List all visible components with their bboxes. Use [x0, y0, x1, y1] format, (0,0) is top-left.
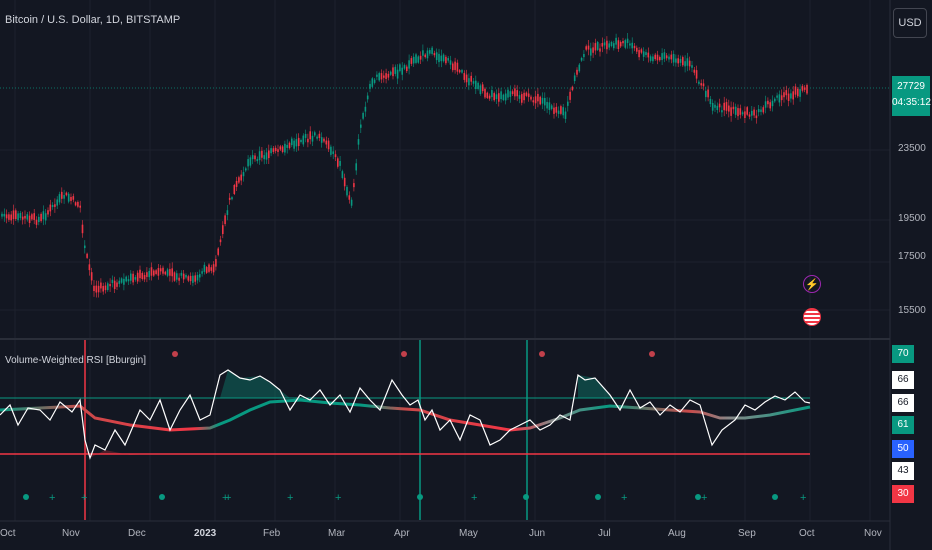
sell-dot	[401, 351, 407, 357]
cross-marker: +	[701, 492, 707, 504]
cross-marker: +	[800, 492, 806, 504]
time-axis-label: Jul	[598, 528, 611, 539]
cross-marker: +	[621, 492, 627, 504]
rsi-line	[0, 369, 811, 460]
price-candles	[1, 33, 808, 298]
rsi-axis-tag: 50	[892, 440, 914, 458]
rsi-axis-tag: 43	[892, 462, 914, 480]
time-axis-label: Mar	[328, 528, 346, 539]
cross-marker: +	[471, 492, 477, 504]
cross-marker: +	[49, 492, 55, 504]
buy-dot	[417, 494, 423, 500]
time-axis-label: Oct	[799, 528, 815, 539]
rsi-pane: + + ++ + + + + + +	[0, 340, 811, 520]
sell-dot	[539, 351, 545, 357]
rsi-axis-tag: 66	[892, 371, 914, 389]
time-axis-label: Dec	[128, 528, 146, 539]
sell-dot	[172, 351, 178, 357]
price-axis-label: 23500	[898, 143, 926, 154]
buy-dot	[695, 494, 701, 500]
buy-dot	[595, 494, 601, 500]
time-axis-label: Jun	[529, 528, 546, 539]
time-axis-label: Oct	[0, 528, 16, 539]
rsi-overbought-fill	[220, 370, 612, 398]
currency-button[interactable]: USD	[893, 8, 927, 38]
time-axis-label: Apr	[394, 528, 410, 539]
last-price-tag: 27729 04:35:12	[892, 76, 931, 116]
buy-dot	[23, 494, 29, 500]
time-axis-label: Feb	[263, 528, 281, 539]
rsi-moving-average	[0, 398, 811, 432]
cross-marker: +	[222, 492, 228, 504]
rsi-axis-tag: 30	[892, 485, 914, 503]
rsi-oversold-fill	[85, 440, 150, 458]
buy-dot	[159, 494, 165, 500]
lightning-event-icon[interactable]: ⚡	[803, 275, 821, 293]
rsi-axis-tag: 66	[892, 394, 914, 412]
last-price: 27729	[897, 81, 925, 92]
price-axis-label: 19500	[898, 213, 926, 224]
time-axis-label: Nov	[864, 528, 882, 539]
buy-dot	[772, 494, 778, 500]
symbol-title[interactable]: Bitcoin / U.S. Dollar, 1D, BITSTAMP	[5, 14, 181, 26]
rsi-axis-tag: 61	[892, 416, 914, 434]
cross-marker: +	[335, 492, 341, 504]
indicator-title[interactable]: Volume-Weighted RSI [Bburgin]	[5, 355, 147, 366]
time-axis-label: Nov	[62, 528, 80, 539]
cross-marker: +	[81, 492, 87, 504]
us-flag-event-icon[interactable]	[803, 308, 821, 326]
time-axis-label: Aug	[668, 528, 686, 539]
cross-marker: +	[225, 492, 231, 504]
bar-countdown: 04:35:12	[892, 97, 931, 108]
sell-dot	[649, 351, 655, 357]
price-axis-label: 15500	[898, 305, 926, 316]
time-axis-label: 2023	[194, 528, 217, 539]
rsi-axis-tag: 70	[892, 345, 914, 363]
buy-dot	[523, 494, 529, 500]
cross-marker: +	[287, 492, 293, 504]
time-axis-label: Sep	[738, 528, 756, 539]
time-axis-label: May	[459, 528, 478, 539]
price-axis-label: 17500	[898, 251, 926, 262]
